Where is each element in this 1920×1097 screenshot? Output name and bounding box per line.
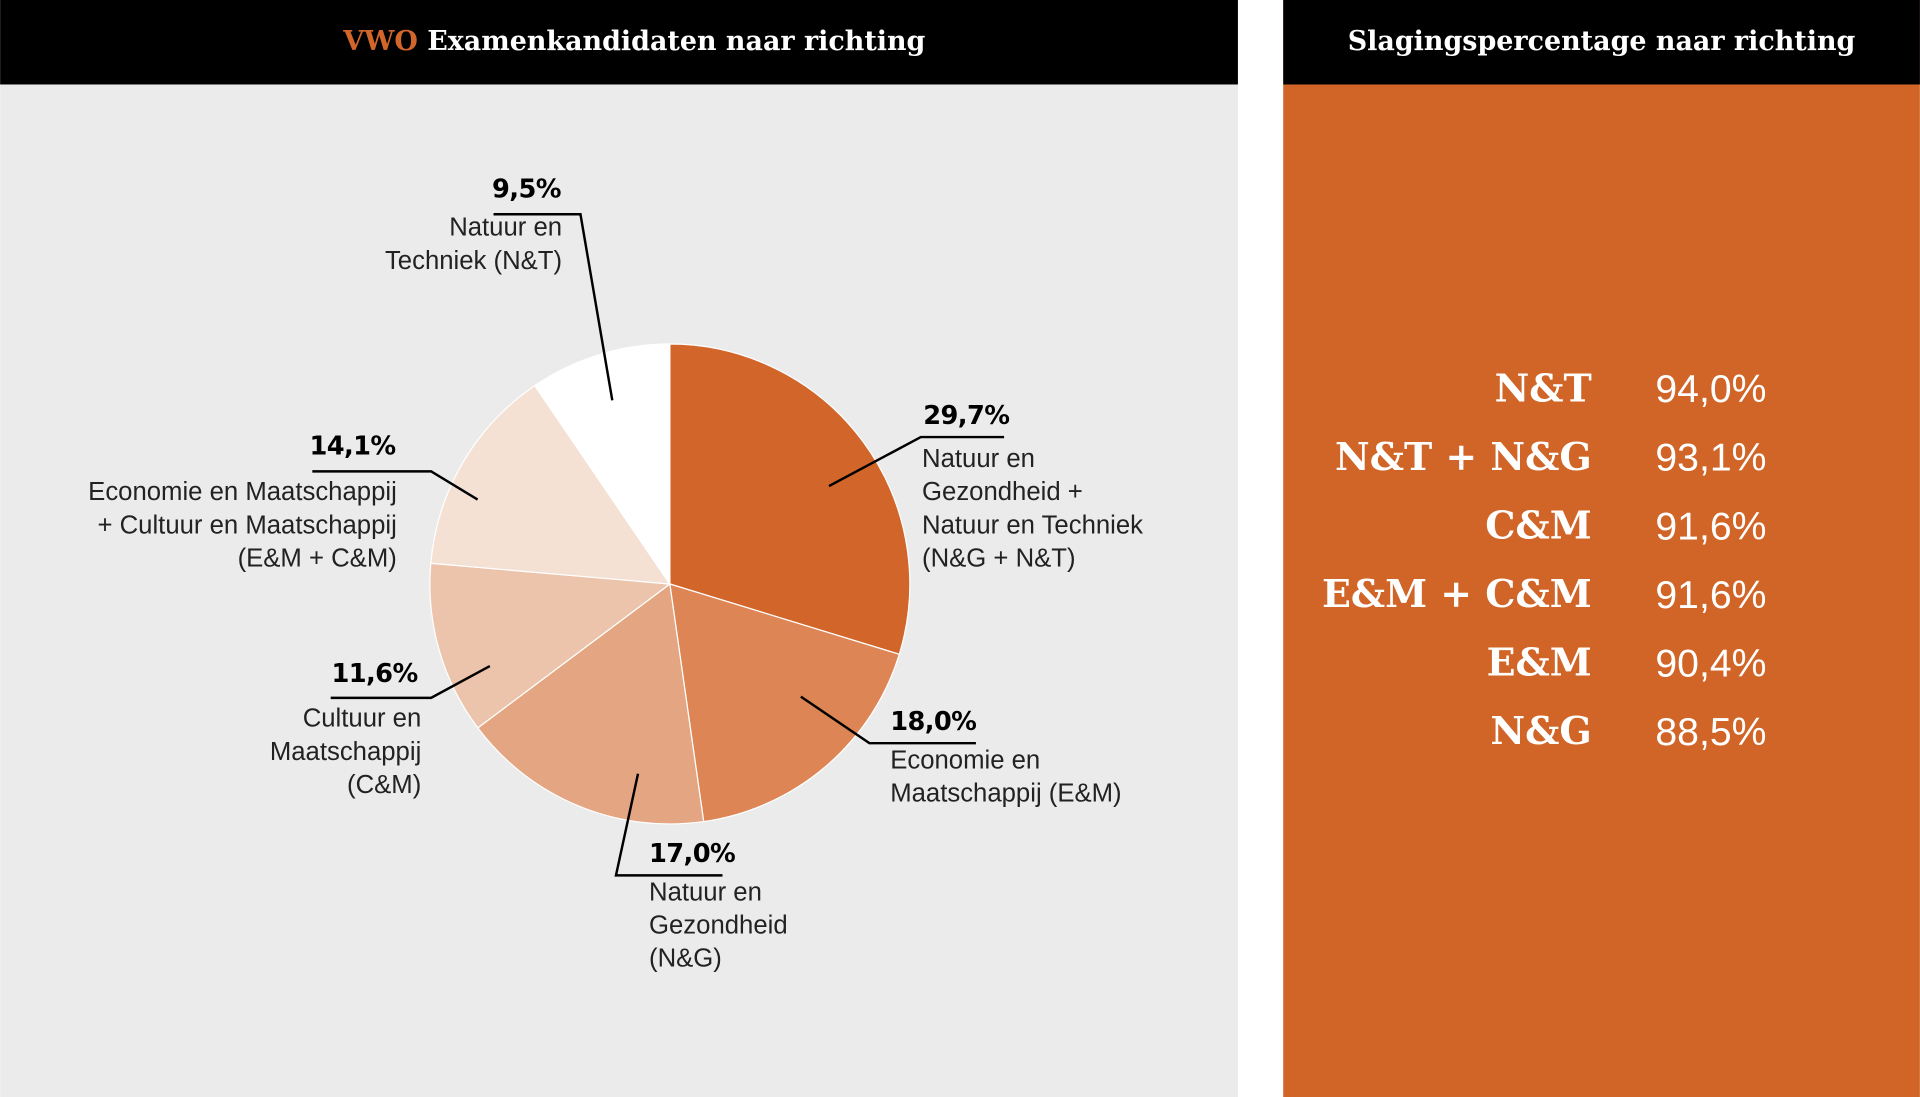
slice-label: Maatschappij (E&M) <box>890 779 1121 807</box>
row-key: C&M <box>1485 502 1591 547</box>
pie <box>429 343 911 825</box>
left-header <box>0 0 1238 85</box>
slice-label: Economie en <box>890 746 1040 774</box>
slice-label: Techniek (N&T) <box>385 247 562 275</box>
slice-label: Natuur en <box>649 879 762 907</box>
slice-label: Natuur en <box>449 214 562 242</box>
table: N&T 94,0% N&T + N&G 93,1% C&M 91,6% E&M + C&M 9… <box>1322 365 1767 754</box>
value-label: 17,0% <box>649 839 735 869</box>
slice-label: Gezondheid + <box>922 478 1083 506</box>
value-label: 14,1% <box>309 431 395 461</box>
row-key: N&T + N&G <box>1335 434 1592 479</box>
row-value: 91,6% <box>1655 574 1766 617</box>
slice-label: Maatschappij <box>270 738 421 766</box>
right-header <box>1283 0 1920 85</box>
row-value: 94,0% <box>1655 368 1766 411</box>
slice-label: (N&G) <box>649 945 722 973</box>
row-key: N&T <box>1495 365 1592 410</box>
pie-slice <box>429 562 672 729</box>
pie-slice <box>533 343 671 586</box>
title-highlight: VWO <box>342 26 418 57</box>
row-value: 88,5% <box>1655 711 1766 754</box>
row-value: 90,4% <box>1655 642 1766 685</box>
pie-slice <box>669 343 911 656</box>
slice-label: + Cultuur en Maatschappij <box>97 511 396 539</box>
value-label: 9,5% <box>492 174 561 204</box>
row-value: 93,1% <box>1655 437 1766 480</box>
callouts: 29,7% Natuur en Gezondheid + Natuur en Tech… <box>88 174 1143 972</box>
slice-label: Gezondheid <box>649 912 788 940</box>
leader-line <box>800 695 976 745</box>
table-title: Slagingspercentage naar richting <box>1348 26 1856 57</box>
leader-line <box>828 435 1005 488</box>
pie-slice <box>476 582 705 825</box>
row-key: N&G <box>1490 708 1591 753</box>
leader-line <box>493 213 614 401</box>
pie-slice <box>430 384 672 585</box>
slice-label: (N&G + N&T) <box>922 544 1076 572</box>
slice-label: (E&M + C&M) <box>238 544 397 572</box>
leader-line <box>614 773 723 877</box>
value-label: 29,7% <box>923 401 1009 431</box>
chart-title: VWO Examenkandidaten naar richting <box>342 26 925 57</box>
pie-slice <box>669 583 901 823</box>
title-text: Examenkandidaten naar richting <box>427 26 925 57</box>
row-key: E&M <box>1487 640 1592 685</box>
leader-line <box>330 664 491 700</box>
value-label: 18,0% <box>890 707 976 737</box>
value-label: 11,6% <box>331 659 417 689</box>
slice-label: Cultuur en <box>303 705 422 733</box>
row-value: 91,6% <box>1655 505 1766 548</box>
row-key: E&M + C&M <box>1322 571 1592 616</box>
right-panel <box>1283 0 1920 1097</box>
slice-label: (C&M) <box>347 771 421 799</box>
slice-label: Natuur en <box>922 445 1035 473</box>
slice-label: Natuur en Techniek <box>922 511 1143 539</box>
slice-label: Economie en Maatschappij <box>88 478 397 506</box>
leader-line <box>312 470 479 501</box>
